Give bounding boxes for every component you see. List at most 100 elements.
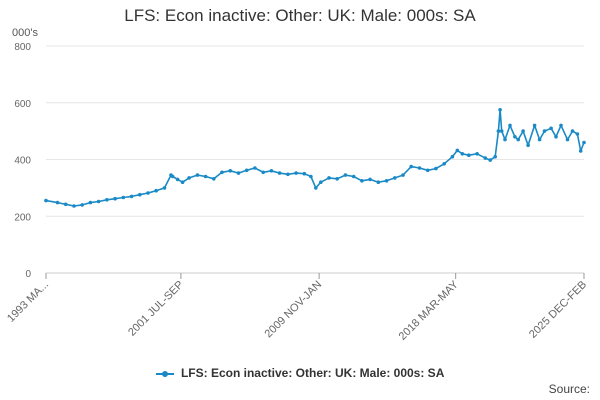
data-point[interactable] — [493, 154, 498, 159]
data-point[interactable] — [526, 143, 530, 148]
data-point[interactable] — [294, 171, 298, 175]
data-point[interactable] — [498, 108, 502, 112]
y-tick-label: 400 — [14, 156, 31, 167]
data-point[interactable] — [499, 129, 504, 133]
data-point[interactable] — [554, 135, 558, 139]
x-tick-label: 1993 MA... — [5, 279, 51, 325]
data-point[interactable] — [277, 171, 282, 175]
y-axis-labels: 0 200 400 600 800 — [14, 42, 31, 280]
data-point[interactable] — [450, 154, 455, 159]
data-point[interactable] — [582, 140, 586, 145]
data-point[interactable] — [409, 164, 414, 169]
data-point[interactable] — [55, 200, 60, 205]
y-tick-label: 600 — [14, 99, 31, 110]
data-point[interactable] — [434, 166, 438, 171]
data-point[interactable] — [302, 171, 307, 176]
data-point[interactable] — [503, 137, 507, 142]
series-line-0 — [45, 109, 585, 207]
data-point[interactable] — [335, 177, 340, 181]
y-tick-label: 800 — [14, 42, 31, 53]
data-point[interactable] — [121, 195, 126, 200]
data-point[interactable] — [565, 137, 570, 142]
data-point[interactable] — [559, 123, 563, 128]
x-tick-label: 2025 DEC-FEB — [527, 279, 589, 341]
data-point[interactable] — [212, 177, 216, 181]
data-point[interactable] — [228, 169, 233, 173]
data-point[interactable] — [44, 198, 48, 203]
data-point[interactable] — [442, 162, 447, 166]
data-point[interactable] — [417, 166, 422, 170]
data-point[interactable] — [425, 168, 430, 173]
data-point[interactable] — [488, 158, 493, 162]
data-point[interactable] — [360, 179, 364, 183]
data-point[interactable] — [351, 174, 356, 179]
data-point[interactable] — [475, 152, 479, 156]
data-point[interactable] — [129, 194, 134, 199]
data-point[interactable] — [146, 191, 150, 195]
data-point[interactable] — [244, 168, 249, 173]
source-label: Source: — [548, 382, 590, 396]
data-point[interactable] — [80, 203, 84, 207]
data-point[interactable] — [187, 176, 191, 180]
data-point[interactable] — [376, 180, 381, 184]
y-tick-label: 200 — [14, 212, 31, 223]
data-point[interactable] — [220, 170, 224, 175]
data-point[interactable] — [401, 173, 405, 177]
data-point[interactable] — [537, 137, 542, 142]
data-point[interactable] — [154, 188, 158, 193]
data-point[interactable] — [508, 123, 512, 128]
legend-swatch-icon — [155, 370, 174, 377]
data-point[interactable] — [175, 177, 180, 182]
data-point[interactable] — [521, 129, 525, 133]
legend-label: LFS: Econ inactive: Other: UK: Male: 000… — [180, 366, 445, 380]
data-point[interactable] — [327, 176, 331, 180]
data-point[interactable] — [516, 137, 520, 142]
legend[interactable]: LFS: Econ inactive: Other: UK: Male: 000… — [0, 366, 600, 380]
data-point[interactable] — [483, 156, 488, 160]
data-point[interactable] — [393, 176, 397, 180]
data-point[interactable] — [455, 148, 460, 153]
data-point[interactable] — [532, 123, 537, 128]
data-point[interactable] — [105, 198, 109, 202]
data-point[interactable] — [203, 174, 208, 179]
data-point[interactable] — [170, 174, 175, 179]
data-point[interactable] — [319, 180, 323, 184]
data-point[interactable] — [88, 200, 93, 205]
chart-title: LFS: Econ inactive: Other: UK: Male: 000… — [124, 6, 476, 25]
data-point[interactable] — [261, 170, 266, 175]
x-axis: 1993 MA... 2001 JUL-SEP 2009 NOV-JAN 2018 M… — [5, 273, 589, 343]
data-point[interactable] — [368, 177, 372, 182]
data-point[interactable] — [549, 126, 553, 131]
data-point[interactable] — [496, 129, 501, 133]
data-point[interactable] — [162, 186, 167, 190]
data-point[interactable] — [460, 152, 465, 156]
data-point[interactable] — [236, 171, 241, 175]
data-point[interactable] — [96, 199, 101, 204]
data-point[interactable] — [253, 166, 257, 170]
x-tick-label: 2018 MAR-MAY — [397, 278, 462, 343]
data-point[interactable] — [72, 204, 76, 208]
data-point[interactable] — [269, 169, 274, 173]
data-point[interactable] — [575, 132, 580, 136]
data-point[interactable] — [180, 180, 185, 184]
data-point[interactable] — [113, 196, 117, 201]
data-point[interactable] — [570, 129, 575, 133]
data-point[interactable] — [467, 153, 471, 157]
data-point[interactable] — [578, 149, 583, 153]
data-point[interactable] — [63, 202, 68, 207]
data-point[interactable] — [195, 173, 200, 177]
data-point[interactable] — [309, 174, 313, 179]
data-point[interactable] — [542, 129, 547, 133]
grid-layer — [46, 45, 584, 274]
x-tick-label: 2009 NOV-JAN — [263, 279, 325, 341]
data-point[interactable] — [384, 179, 389, 183]
data-point[interactable] — [513, 135, 517, 139]
series-layer — [44, 108, 586, 208]
y-axis-unit-label: 000's — [12, 27, 38, 39]
x-tick-label: 2001 JUL-SEP — [126, 279, 186, 339]
data-point[interactable] — [138, 192, 142, 197]
data-point[interactable] — [314, 186, 318, 190]
data-point[interactable] — [286, 172, 290, 177]
y-tick-label: 0 — [25, 269, 31, 280]
data-point[interactable] — [343, 173, 348, 177]
